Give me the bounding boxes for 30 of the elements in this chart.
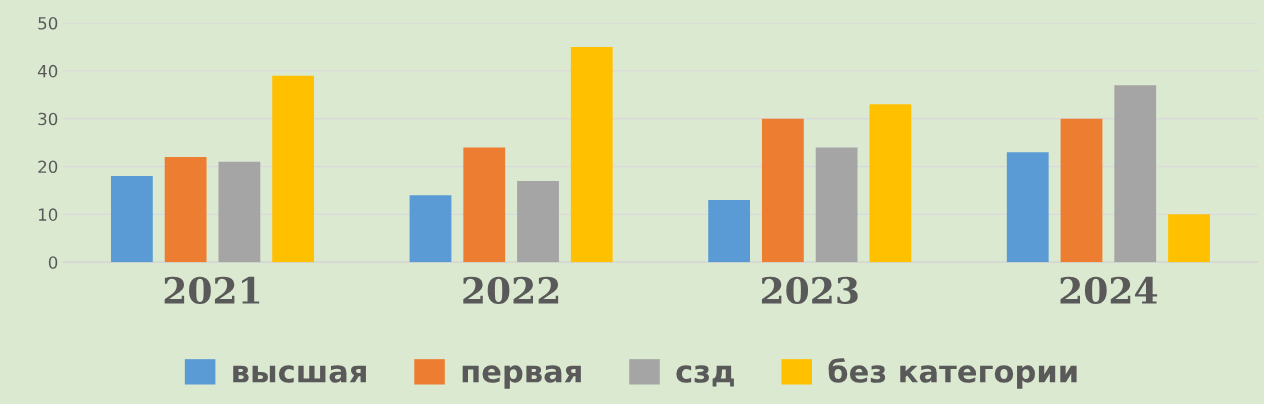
bar	[708, 200, 751, 263]
x-tick-label: 2024	[1060, 276, 1158, 305]
y-tick-label: 0	[48, 256, 58, 269]
bar	[517, 180, 559, 263]
legend-label: сзд	[676, 365, 734, 387]
y-tick-label: 40	[37, 64, 58, 78]
bar	[869, 104, 912, 263]
bar	[815, 147, 858, 263]
y-tick-label: 20	[38, 160, 58, 174]
bar	[272, 75, 315, 263]
bar	[1168, 214, 1210, 263]
bar	[409, 195, 452, 263]
x-tick-label: 2021	[164, 276, 260, 305]
x-tick-label: 2022	[463, 276, 559, 305]
bar	[110, 176, 153, 263]
y-tick-label: 50	[38, 16, 58, 30]
legend-label: высшая	[233, 365, 366, 383]
bar	[463, 147, 506, 263]
bar	[1006, 152, 1049, 263]
bar	[570, 46, 613, 263]
y-tick-label: 30	[38, 112, 58, 126]
x-tick-label: 2023	[761, 276, 858, 305]
bar	[164, 156, 207, 263]
legend-label: первая	[462, 365, 581, 389]
bar	[218, 161, 261, 263]
y-tick-label: 10	[38, 208, 58, 221]
bar	[1114, 85, 1157, 263]
bar	[1060, 118, 1103, 263]
bar	[761, 118, 804, 263]
legend-label: без категории	[828, 358, 1077, 389]
